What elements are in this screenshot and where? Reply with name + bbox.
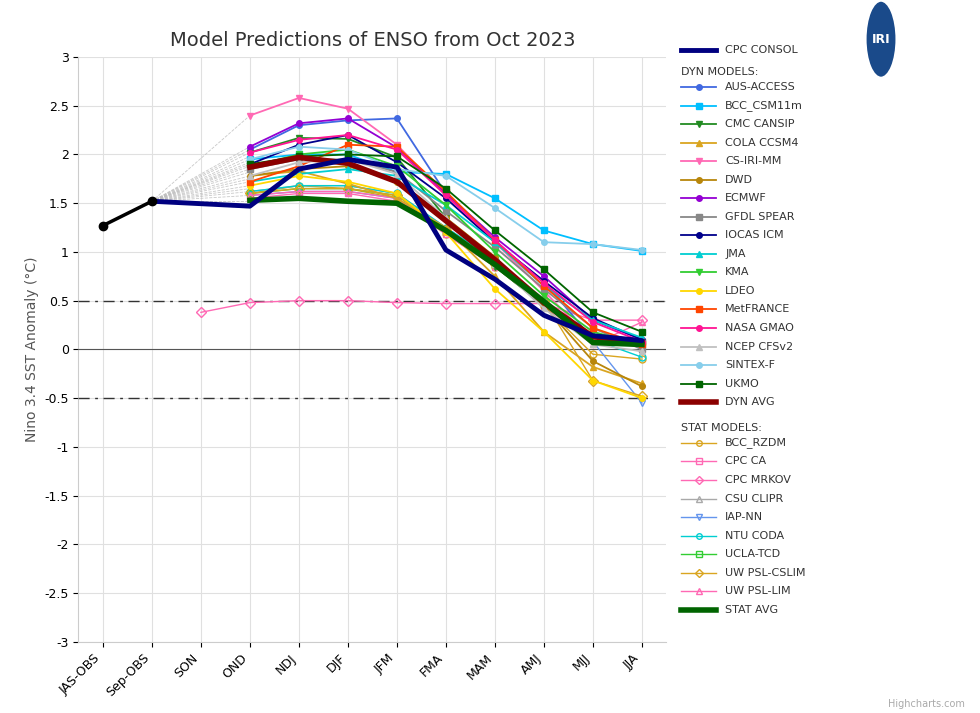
Text: NTU CODA: NTU CODA — [725, 530, 784, 540]
Text: IAP-NN: IAP-NN — [725, 512, 763, 522]
Text: ECMWF: ECMWF — [725, 193, 767, 203]
Text: BCC_CSM11m: BCC_CSM11m — [725, 100, 803, 111]
Circle shape — [864, 0, 897, 78]
Text: STAT MODELS:: STAT MODELS: — [681, 423, 762, 433]
Text: LDEO: LDEO — [725, 286, 756, 296]
Text: NASA GMAO: NASA GMAO — [725, 323, 794, 333]
Text: DYN AVG: DYN AVG — [725, 397, 775, 407]
Text: UW PSL-LIM: UW PSL-LIM — [725, 586, 791, 596]
Text: COLA CCSM4: COLA CCSM4 — [725, 138, 799, 148]
Text: Highcharts.com: Highcharts.com — [889, 699, 965, 709]
Text: CPC MRKOV: CPC MRKOV — [725, 475, 791, 485]
Text: CPC CA: CPC CA — [725, 456, 766, 466]
Text: SINTEX-F: SINTEX-F — [725, 360, 775, 370]
Text: DYN MODELS:: DYN MODELS: — [681, 67, 759, 77]
Text: JMA: JMA — [725, 249, 746, 259]
Text: GFDL SPEAR: GFDL SPEAR — [725, 212, 795, 222]
Text: UKMO: UKMO — [725, 379, 759, 389]
Title: Model Predictions of ENSO from Oct 2023: Model Predictions of ENSO from Oct 2023 — [170, 31, 575, 50]
Text: MetFRANCE: MetFRANCE — [725, 304, 791, 314]
Text: CPC CONSOL: CPC CONSOL — [725, 45, 798, 55]
Text: NCEP CFSv2: NCEP CFSv2 — [725, 342, 794, 352]
Text: IRI: IRI — [871, 33, 891, 46]
Text: BCC_RZDM: BCC_RZDM — [725, 438, 787, 448]
Text: UW PSL-CSLIM: UW PSL-CSLIM — [725, 568, 806, 578]
Y-axis label: Nino 3.4 SST Anomaly (°C): Nino 3.4 SST Anomaly (°C) — [24, 257, 38, 442]
Text: AUS-ACCESS: AUS-ACCESS — [725, 82, 796, 92]
Text: DWD: DWD — [725, 175, 754, 185]
Text: STAT AVG: STAT AVG — [725, 605, 778, 615]
Text: KMA: KMA — [725, 267, 750, 277]
Text: CS-IRI-MM: CS-IRI-MM — [725, 156, 782, 166]
Text: CSU CLIPR: CSU CLIPR — [725, 493, 783, 503]
Text: IOCAS ICM: IOCAS ICM — [725, 230, 784, 240]
Text: CMC CANSIP: CMC CANSIP — [725, 119, 795, 129]
Text: UCLA-TCD: UCLA-TCD — [725, 549, 780, 559]
